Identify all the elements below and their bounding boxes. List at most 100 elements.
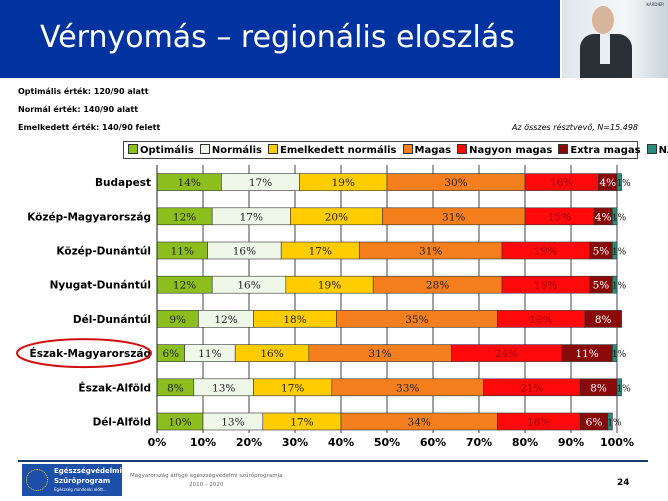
data-label: 16% xyxy=(233,246,256,258)
sample-note: Az összes résztvevő, N=15.498 xyxy=(511,123,638,132)
data-label: 8% xyxy=(167,382,184,394)
legend-swatch xyxy=(457,144,468,154)
data-label: 15% xyxy=(548,211,571,223)
data-label: 5% xyxy=(593,246,610,258)
note-elevated: Emelkedett érték: 140/90 felett xyxy=(18,123,161,132)
legend-item: Optimális xyxy=(128,144,194,156)
legend-label: Extra magas xyxy=(570,145,641,156)
data-label: 31% xyxy=(368,348,391,360)
legend-label: Magas xyxy=(414,145,452,156)
data-label: 1% xyxy=(607,419,622,429)
logo-line3: Egészség mindenki előtt... xyxy=(54,487,107,492)
category-label: Budapest xyxy=(95,177,151,189)
category-label: Nyugat-Dunántúl xyxy=(50,280,151,292)
legend-swatch xyxy=(128,144,138,154)
header-photo: KARDIER xyxy=(562,0,668,78)
bar-segment xyxy=(616,173,622,191)
data-label: 11% xyxy=(171,246,194,258)
data-label: 12% xyxy=(173,280,196,292)
data-label: 11% xyxy=(575,348,598,360)
data-label: 18% xyxy=(527,417,550,429)
data-label: 21% xyxy=(520,382,543,394)
data-label: 12% xyxy=(173,211,196,223)
logo-line1: Egészségvédelmi xyxy=(54,467,122,475)
data-label: 4% xyxy=(595,211,612,223)
data-label: 17% xyxy=(249,177,272,189)
category-label: Észak-Alföld xyxy=(78,381,151,394)
footer-divider xyxy=(18,460,648,462)
data-label: 13% xyxy=(212,382,235,394)
data-label: 5% xyxy=(593,280,610,292)
footer-years: 2010 – 2020 xyxy=(189,482,224,488)
page-number: 24 xyxy=(617,478,630,488)
stacked-bar-chart: 0% 10% 20% 30% 40% 50% 60% 70% 80% 90% 100%Budapes… xyxy=(16,165,634,449)
legend-item: Nagyon magas xyxy=(457,144,552,156)
x-tick-label: 30% xyxy=(282,436,308,449)
note-optimal: Optimális érték: 120/90 alatt xyxy=(18,87,149,96)
footer-program-name: Magyarország átfogó egészségvédelmi szűr… xyxy=(130,473,283,479)
data-label: 1% xyxy=(616,384,631,394)
data-label: 19% xyxy=(534,246,557,258)
legend-label: Emelkedett normális xyxy=(280,145,397,156)
photo-brand: KARDIER xyxy=(646,2,664,7)
data-label: 17% xyxy=(281,382,304,394)
footer-program: Magyarország átfogó egészségvédelmi szűr… xyxy=(130,473,282,488)
bar-segment xyxy=(616,378,622,397)
data-label: 16% xyxy=(237,280,260,292)
data-label: 34% xyxy=(408,417,431,429)
x-tick-label: 50% xyxy=(374,436,400,449)
data-label: 30% xyxy=(444,177,467,189)
data-label: 16% xyxy=(550,177,573,189)
category-label: Dél-Alföld xyxy=(93,417,151,429)
bar-segment xyxy=(612,275,618,294)
x-tick-label: 100% xyxy=(600,436,634,449)
legend-label: Optimális xyxy=(140,145,194,156)
category-label: Dél-Dunántúl xyxy=(73,314,151,326)
legend-label: NA xyxy=(658,145,668,156)
legend-swatch xyxy=(199,144,210,154)
data-label: 19% xyxy=(529,314,552,326)
data-label: 35% xyxy=(405,314,428,326)
legend-label: Normális xyxy=(211,145,262,156)
bar-segment xyxy=(584,310,622,328)
bar-segment xyxy=(612,241,618,260)
logo-line2: Szűrőprogram xyxy=(54,477,111,485)
data-label: 1% xyxy=(612,282,627,292)
legend-item: Normális xyxy=(199,144,262,156)
data-label: 31% xyxy=(442,211,465,223)
category-label: Észak-Magyarország xyxy=(30,347,151,360)
data-label: 19% xyxy=(534,280,557,292)
data-label: 1% xyxy=(612,248,627,258)
data-label: 18% xyxy=(283,314,306,326)
data-label: 19% xyxy=(318,280,341,292)
data-label: 31% xyxy=(419,246,442,258)
data-label: 10% xyxy=(168,417,191,429)
x-tick-label: 40% xyxy=(328,436,354,449)
data-label: 4% xyxy=(599,177,616,189)
data-label: 6% xyxy=(162,348,179,360)
data-label: 12% xyxy=(214,314,237,326)
data-label: 20% xyxy=(325,211,348,223)
legend-swatch xyxy=(268,144,278,154)
data-label: 9% xyxy=(169,314,186,326)
data-label: 8% xyxy=(595,314,612,326)
data-label: 17% xyxy=(309,246,332,258)
data-label: 13% xyxy=(221,417,244,429)
data-label: 1% xyxy=(612,350,627,360)
data-label: 19% xyxy=(332,177,355,189)
data-label: 24% xyxy=(495,348,518,360)
chart-legend: Optimális Normális Emelkedett normális Maga… xyxy=(123,141,668,159)
x-tick-label: 10% xyxy=(190,436,216,449)
highlight-ellipse xyxy=(16,338,152,369)
data-label: 28% xyxy=(426,280,449,292)
legend-label: Nagyon magas xyxy=(469,145,553,156)
category-label: Közép-Magyarország xyxy=(27,211,151,223)
legend-item: Emelkedett normális xyxy=(268,144,397,156)
data-label: 17% xyxy=(240,211,263,223)
data-label: 1% xyxy=(612,213,627,223)
x-tick-label: 70% xyxy=(466,436,492,449)
program-logo: Egészségvédelmi Szűrőprogram Egészség mi… xyxy=(22,464,122,496)
x-tick-label: 20% xyxy=(236,436,262,449)
bar-segment xyxy=(612,344,618,362)
note-normal: Normál érték: 140/90 alatt xyxy=(18,105,139,114)
